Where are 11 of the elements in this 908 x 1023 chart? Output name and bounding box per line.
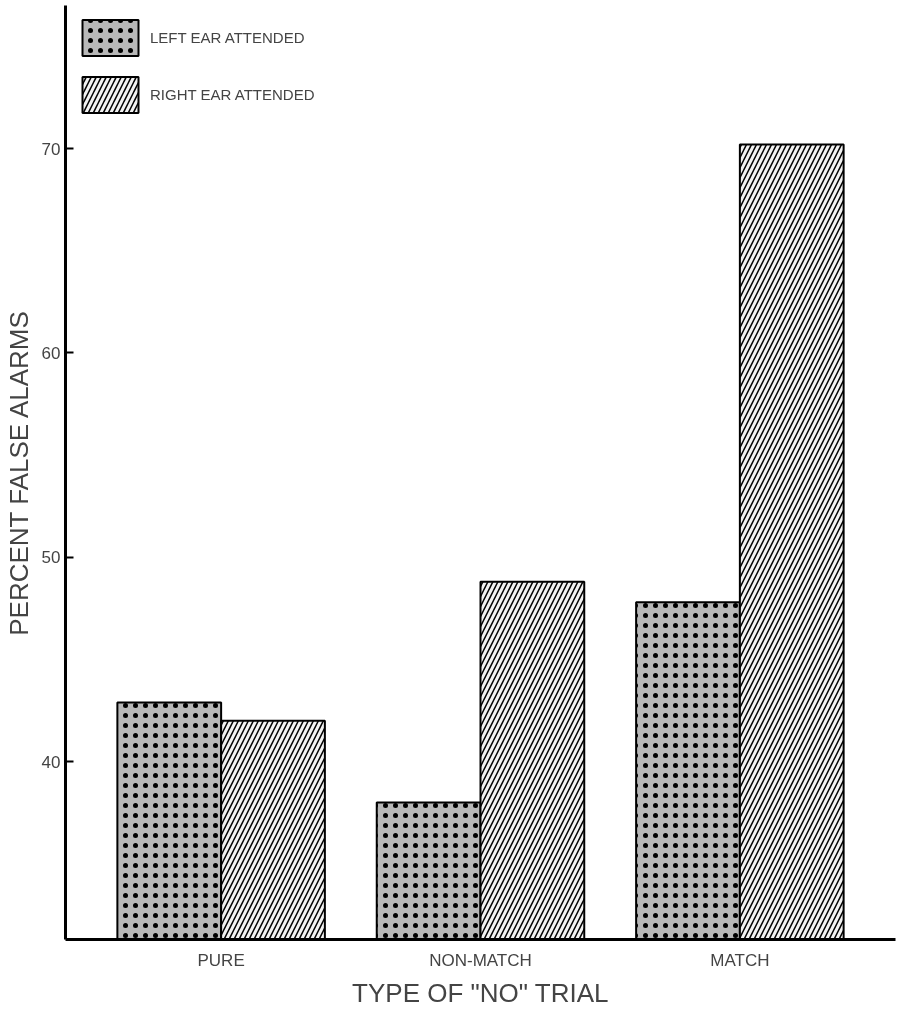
legend-label: LEFT EAR ATTENDED <box>150 29 305 46</box>
x-tick-label: PURE <box>197 950 245 970</box>
y-axis-title: PERCENT FALSE ALARMS <box>3 311 34 636</box>
x-axis-title: TYPE OF "NO" TRIAL <box>352 977 609 1008</box>
y-tick-label: 50 <box>41 548 61 568</box>
x-tick-label: NON-MATCH <box>429 950 532 970</box>
y-tick-label: 60 <box>41 343 61 363</box>
legend-label: RIGHT EAR ATTENDED <box>150 86 315 103</box>
y-tick-label: 70 <box>41 139 61 159</box>
x-tick-label: MATCH <box>710 950 770 970</box>
y-tick-label: 40 <box>41 752 61 772</box>
